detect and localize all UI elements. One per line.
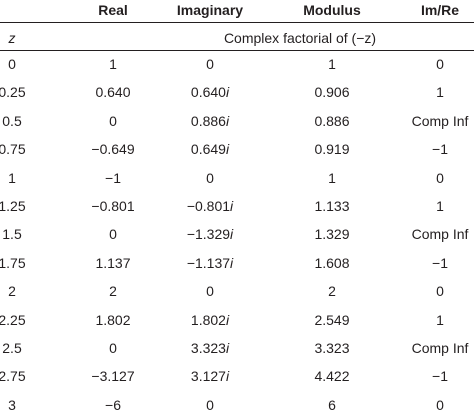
subheader-rule — [0, 50, 474, 51]
table-cell: 0.640 — [95, 84, 131, 101]
table-cell: 0.886i — [190, 112, 230, 129]
row-label: 0.25 — [0, 84, 26, 101]
table-cell: 2 — [328, 283, 336, 300]
row-label: 1.75 — [0, 254, 26, 271]
table-cell: 3.323i — [190, 340, 230, 356]
table-cell: 2.549 — [314, 311, 350, 328]
table-cell: 1 — [109, 56, 117, 72]
table-cell: −1.329i — [186, 226, 234, 243]
column-header: Imaginary — [176, 2, 244, 18]
row-label: 3 — [8, 396, 16, 412]
table-cell: 0 — [206, 396, 214, 412]
table-cell: 1.329 — [314, 226, 350, 243]
row-label: 2.5 — [2, 340, 22, 356]
table-cell: −1 — [432, 254, 448, 271]
table-cell: −6 — [105, 396, 121, 412]
variable-label: z — [8, 30, 16, 46]
row-label: 0.5 — [2, 112, 22, 129]
table-cell: 0 — [436, 56, 444, 72]
table-cell: −1 — [432, 141, 448, 158]
table-cell: 0 — [436, 396, 444, 412]
table-cell: 0.919 — [314, 141, 350, 158]
table-cell: 3.127i — [190, 368, 230, 385]
table-cell: 1 — [436, 311, 444, 328]
column-header: Im/Re — [420, 2, 460, 18]
table-cell: 1 — [328, 169, 336, 186]
table-cell: −0.801i — [186, 198, 234, 214]
row-label: 2 — [8, 283, 16, 300]
table-cell: 1 — [328, 56, 336, 72]
table-cell: 1.137 — [95, 254, 131, 271]
table-cell: 0 — [206, 169, 214, 186]
row-label: 1.5 — [2, 226, 22, 243]
caption: Complex factorial of (−z) — [223, 30, 377, 46]
table-cell: −0.801 — [91, 198, 135, 214]
table-cell: −3.127 — [91, 368, 135, 385]
table-cell: 0 — [109, 112, 117, 129]
table-cell: 0 — [436, 283, 444, 300]
table-cell: 3.323 — [314, 340, 350, 356]
table-cell: 1.608 — [314, 254, 350, 271]
row-label: 0.75 — [0, 141, 26, 158]
table-cell: 0 — [436, 169, 444, 186]
row-label: 1 — [8, 169, 16, 186]
table-cell: −1 — [432, 368, 448, 385]
row-label: 0 — [8, 56, 16, 72]
table-cell: 1 — [436, 198, 444, 214]
row-label: 2.75 — [0, 368, 26, 385]
column-header: Modulus — [303, 2, 361, 18]
table-cell: −1 — [105, 169, 121, 186]
table-cell: −1.137i — [186, 254, 234, 271]
header-rule — [0, 22, 474, 23]
table-cell: 0.906 — [314, 84, 350, 101]
table-cell: 0 — [109, 226, 117, 243]
table-cell: 0 — [109, 340, 117, 356]
row-label: 2.25 — [0, 311, 26, 328]
table-cell: 1.133 — [314, 198, 350, 214]
table-cell: 1 — [436, 84, 444, 101]
table-cell: 0.640i — [190, 84, 230, 101]
table-cell: 2 — [109, 283, 117, 300]
table-cell: 0 — [206, 283, 214, 300]
table-cell: 1.802i — [190, 311, 230, 328]
table-cell: 1.802 — [95, 311, 131, 328]
table-cell: −0.649 — [91, 141, 135, 158]
column-header: Real — [98, 2, 128, 18]
table-cell: 0 — [206, 56, 214, 72]
table-cell: 0.649i — [190, 141, 230, 158]
table-cell: 4.422 — [314, 368, 350, 385]
table-cell: 6 — [328, 396, 336, 412]
table-cell: 0.886 — [314, 112, 350, 129]
row-label: 1.25 — [0, 198, 26, 214]
table-cell: Comp Inf — [411, 112, 469, 129]
table-cell: Comp Inf — [411, 226, 469, 243]
table-cell: Comp Inf — [411, 340, 469, 356]
